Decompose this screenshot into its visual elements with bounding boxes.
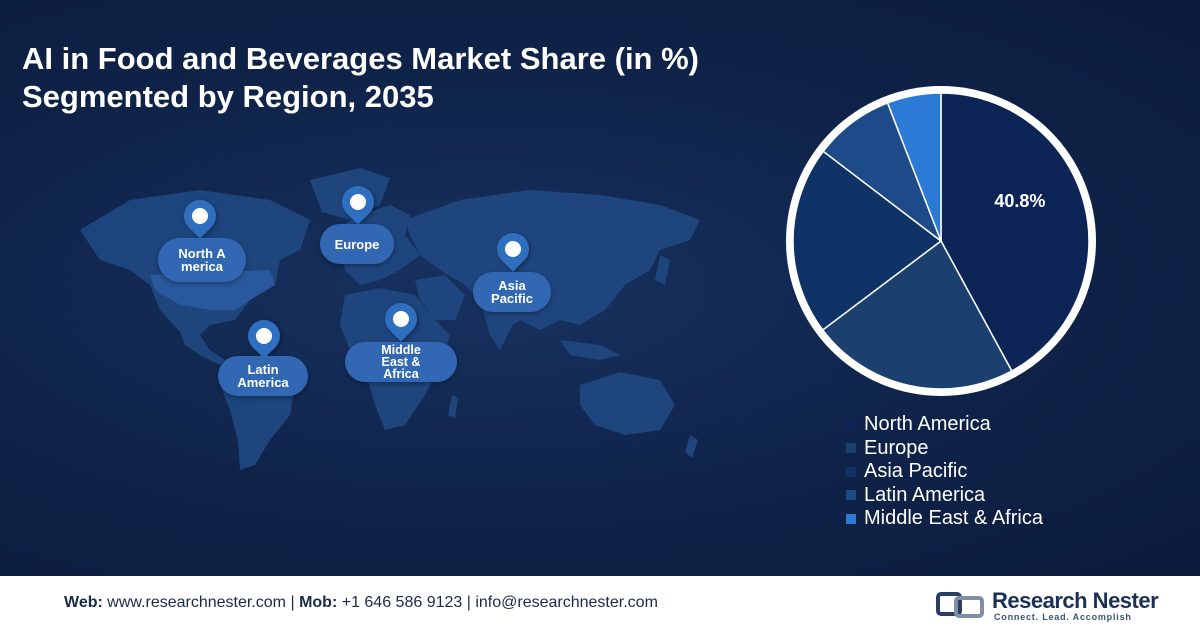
pie-slice-asia-pacific <box>792 150 943 331</box>
pie-slice-europe <box>821 239 1013 390</box>
legend-label: Asia Pacific <box>864 460 968 483</box>
logo-name: Research Nester <box>992 588 1159 613</box>
legend-swatch <box>846 466 856 477</box>
australia-shape <box>580 372 675 435</box>
europe-label: Europe <box>320 224 394 264</box>
footer: Web: www.researchnester.com | Mob: +1 64… <box>0 576 1200 628</box>
legend-item: Middle East & Africa <box>846 507 1043 531</box>
north-america-label-text: North America <box>178 246 226 274</box>
europe-label-text: Europe <box>334 236 380 252</box>
legend-item: Europe <box>846 437 1043 461</box>
latin-america-label: Latin America <box>218 356 308 396</box>
middle-east-africa-label: Middle East & Africa <box>345 342 457 382</box>
pie-slice-latin-america <box>822 102 943 244</box>
web-link[interactable]: www.researchnester.com <box>107 594 286 611</box>
separator: | <box>290 594 295 611</box>
middle-east-shape <box>415 275 465 320</box>
new-zealand-shape <box>685 435 698 458</box>
pie-slice-north-america <box>940 92 1090 372</box>
legend-item: North America <box>846 413 1043 437</box>
pie-data-label: 40.8% <box>994 191 1045 211</box>
asia-pacific-label: Asia Pacific <box>473 272 551 312</box>
mob-label: Mob: <box>299 594 338 611</box>
title-line-1: AI in Food and Beverages Market Share (i… <box>22 41 699 76</box>
latin-america-label-text: Latin America <box>237 362 289 390</box>
page-title: AI in Food and Beverages Market Share (i… <box>22 40 699 116</box>
email-link[interactable]: info@researchnester.com <box>475 594 658 611</box>
legend-label: Europe <box>864 436 929 459</box>
legend-item: Latin America <box>846 484 1043 508</box>
legend-swatch <box>846 513 856 524</box>
logo-mark-icon <box>936 592 984 618</box>
phone-number[interactable]: +1 646 586 9123 <box>341 594 463 611</box>
research-nester-logo: Research Nester Connect. Lead. Accomplis… <box>936 586 1159 622</box>
middle-east-africa-label-text: Middle East & Africa <box>381 343 421 381</box>
logo-tagline: Connect. Lead. Accomplish <box>994 612 1132 622</box>
pie-slice-middle-east-africa <box>886 92 942 242</box>
web-label: Web: <box>64 594 103 611</box>
legend-swatch <box>846 419 856 430</box>
contact-info: Web: www.researchnester.com | Mob: +1 64… <box>64 594 658 612</box>
legend-label: Latin America <box>864 483 986 506</box>
separator: | <box>466 594 471 611</box>
title-line-2: Segmented by Region, 2035 <box>22 79 434 114</box>
north-america-label: North America <box>158 238 246 282</box>
madagascar-shape <box>448 395 458 418</box>
pie-chart: 40.8% <box>766 86 1116 396</box>
japan-shape <box>655 255 670 285</box>
central-america-shape <box>180 332 225 365</box>
legend-swatch <box>846 490 856 501</box>
legend-swatch <box>846 443 856 454</box>
pie-chart-svg: 40.8% <box>786 86 1096 396</box>
legend-label: North America <box>864 413 991 436</box>
india-shape <box>480 300 515 350</box>
legend-label: Middle East & Africa <box>864 507 1043 530</box>
asia-pacific-label-text: Asia Pacific <box>491 278 533 306</box>
legend-item: Asia Pacific <box>846 460 1043 484</box>
chart-legend: North America Europe Asia Pacific Latin Ame… <box>846 413 1043 531</box>
southeast-asia-shape <box>560 340 620 360</box>
